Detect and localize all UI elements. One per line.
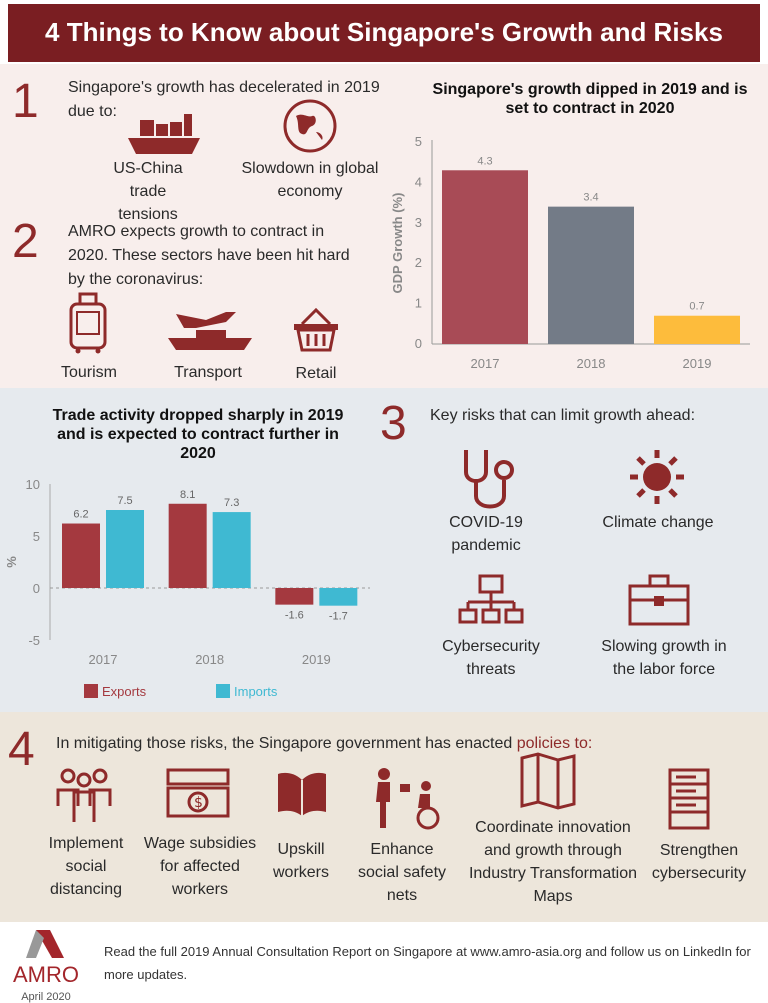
section-growth [0, 64, 768, 388]
y-tick-label: 1 [415, 296, 422, 311]
cause-label: US-China trade tensions [113, 160, 183, 223]
sector-label: Retail [295, 365, 337, 382]
cause-label: Slowdown in global economy [241, 160, 379, 200]
x-tick-label: 2019 [683, 356, 712, 371]
bar-value-label: -1.6 [285, 610, 304, 622]
bar-value-label: 3.4 [583, 192, 598, 204]
stethoscope-icon [460, 446, 518, 512]
legend-swatch-imports [216, 684, 230, 698]
money-icon: $ [166, 768, 230, 818]
bar-2017 [442, 170, 528, 344]
x-tick-label: 2017 [89, 652, 118, 667]
logo-text: AMRO [13, 962, 79, 987]
risk-label: COVID-19 pandemic [449, 514, 523, 554]
bar-2018 [548, 206, 634, 344]
section-number-2: 2 [12, 215, 39, 268]
gdp-chart: 0 1 2 3 4 5 GDP Growth (%) 4.3 2017 3.4 2018 0.7 201… [390, 134, 750, 371]
y-tick-label: 5 [33, 529, 40, 544]
y-axis-label: GDP Growth (%) [390, 193, 405, 294]
footer-date: April 2020 [21, 991, 71, 1003]
footer-text: Read the full 2019 Annual Consultation R… [104, 944, 751, 982]
sector-label: Transport [174, 364, 242, 381]
legend-label-imports: Imports [234, 684, 278, 699]
policy-label: Coordinate innovation and growth through… [468, 819, 638, 905]
policy-label: Wage subsidies for affected workers [143, 835, 257, 898]
section3-text: Key risks that can limit growth ahead: [430, 407, 696, 424]
briefcase-icon [628, 574, 690, 626]
svg-text:$: $ [194, 795, 203, 811]
y-tick-label: 0 [415, 336, 422, 351]
legend-label-exports: Exports [102, 684, 147, 699]
bar-exports-2019 [275, 588, 314, 605]
sun-icon [628, 448, 686, 506]
bar-value-label: 8.1 [180, 489, 195, 501]
bar-value-label: -1.7 [329, 611, 348, 623]
risk-label: Slowing growth in the labor force [601, 638, 727, 678]
section4-highlight: policies to: [516, 735, 593, 752]
page-title: 4 Things to Know about Singapore's Growt… [8, 4, 760, 62]
amro-logo-mark-icon [26, 930, 64, 958]
section-number-4: 4 [8, 723, 35, 776]
y-tick-label: 4 [415, 174, 422, 189]
network-icon [458, 574, 524, 630]
bar-exports-2017 [62, 523, 100, 588]
x-tick-label: 2018 [577, 356, 606, 371]
y-tick-label: 10 [26, 477, 40, 492]
x-tick-label: 2018 [195, 652, 224, 667]
sector-label: Tourism [60, 364, 117, 381]
y-tick-label: 3 [415, 215, 422, 230]
y-tick-label: 2 [415, 255, 422, 270]
bar-exports-2018 [168, 503, 207, 588]
risk-label: Climate change [602, 514, 714, 531]
risk-label: Cybersecurity threats [442, 638, 540, 678]
section4-intro: In mitigating those risks, the Singapore… [56, 735, 517, 752]
bar-imports-2019 [319, 588, 358, 606]
policy-label: Implement social distancing [48, 835, 124, 898]
section1-text: Singapore's growth has decelerated in 20… [68, 79, 380, 120]
trade-chart: -5 0 5 10% 6.2 7.5 2017 8.1 7.3 2018 -1.6 -1.7 2019 E… [4, 477, 370, 699]
globe-icon [282, 98, 338, 154]
bar-2019 [654, 315, 740, 344]
policy-label: Strengthen cybersecurity [651, 842, 747, 882]
book-icon [276, 770, 328, 818]
section-number-1: 1 [12, 75, 39, 128]
x-tick-label: 2019 [302, 652, 331, 667]
section-number-3: 3 [380, 397, 407, 450]
people-icon [54, 766, 114, 824]
section4-text: In mitigating those risks, the Singapore… [56, 732, 756, 756]
server-icon [668, 768, 710, 830]
bar-imports-2017 [106, 510, 144, 588]
y-tick-label: -5 [28, 633, 40, 648]
cargo-ship-icon [126, 110, 202, 156]
y-tick-label: 0 [33, 581, 40, 596]
bar-value-label: 7.5 [117, 495, 132, 507]
bar-value-label: 4.3 [477, 155, 492, 167]
amro-logo: AMRO April 2020 [6, 926, 86, 1003]
luggage-icon [68, 292, 108, 354]
gdp-chart-title: Singapore's growth dipped in 2019 and is… [432, 81, 748, 117]
bar-value-label: 7.3 [224, 497, 239, 509]
basket-icon [292, 306, 340, 354]
map-icon [520, 752, 576, 810]
policy-label: Upskill workers [272, 841, 329, 881]
x-tick-label: 2017 [471, 356, 500, 371]
section2-text: AMRO expects growth to contract in 2020.… [68, 223, 350, 288]
y-axis-label: % [4, 556, 19, 568]
legend-swatch-exports [84, 684, 98, 698]
plane-ship-icon [166, 304, 254, 352]
wheelchair-icon [372, 766, 444, 830]
policy-label: Enhance social safety nets [357, 841, 447, 904]
bar-value-label: 0.7 [689, 301, 704, 313]
y-tick-label: 5 [415, 134, 422, 149]
bar-imports-2018 [212, 512, 251, 588]
bar-value-label: 6.2 [73, 509, 88, 521]
trade-chart-title: Trade activity dropped sharply in 2019 a… [52, 407, 344, 462]
